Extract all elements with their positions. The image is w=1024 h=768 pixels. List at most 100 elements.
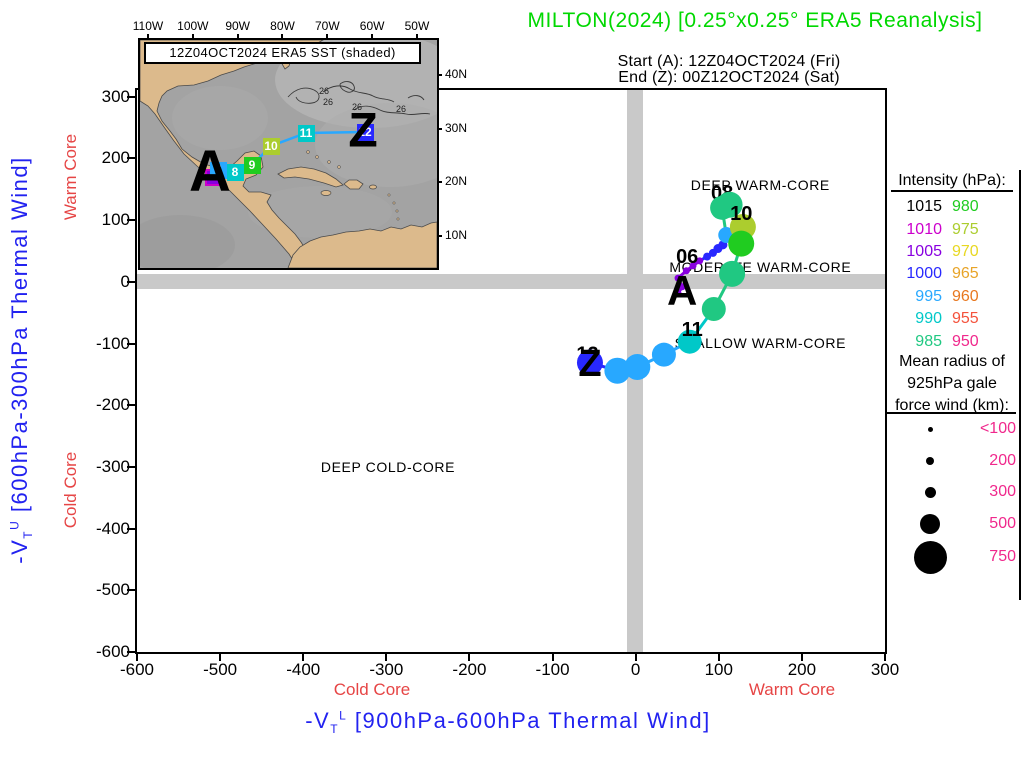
- track-point: [674, 290, 682, 298]
- radius-legend-circle: [926, 457, 934, 465]
- legend-right-border: [1019, 170, 1021, 600]
- legend-intensity-title: Intensity (hPa):: [898, 172, 1006, 189]
- inset-lon-tick: [147, 34, 149, 39]
- y-tick-label: -500: [95, 580, 130, 600]
- track-point: [696, 257, 704, 265]
- x-tick-label: -500: [203, 660, 238, 679]
- inset-lat-tick: [437, 181, 442, 184]
- inset-lon-label: 50W: [404, 19, 430, 33]
- x-tick-mark: [136, 652, 138, 661]
- legend-radius-underline: [886, 412, 1016, 414]
- inset-lat-label: 20N: [445, 174, 468, 189]
- y-tick-label: -200: [95, 395, 130, 415]
- intensity-row: 1005 970: [886, 241, 1020, 263]
- storm-track-plot: 0812061011AZ: [576, 183, 756, 385]
- x-tick-mark: [551, 652, 554, 661]
- radius-legend-circle: [920, 514, 940, 534]
- end-marker-z: Z: [578, 343, 601, 385]
- x-tick-mark: [800, 652, 803, 661]
- land-cuba: [277, 166, 344, 188]
- intensity-value-left: 1010: [906, 220, 942, 238]
- track-point: [576, 349, 603, 376]
- y-axis-title-sup: U: [7, 519, 22, 530]
- intensity-row: 1010 975: [886, 218, 1020, 240]
- inset-square: 9: [243, 156, 261, 174]
- inset-lon-tick: [281, 34, 284, 39]
- y-axis-title-sub: T: [21, 529, 36, 539]
- start-marker-a: A: [667, 267, 697, 314]
- track-point: [701, 297, 726, 322]
- inset-square: 12: [356, 123, 374, 141]
- y-tick-label: 100: [101, 210, 130, 230]
- sst-contour-label: 26: [395, 104, 407, 114]
- intensity-row: 1015 980: [886, 196, 1020, 218]
- inset-square: 8: [226, 163, 244, 181]
- track-point: [677, 329, 702, 354]
- track-point: [719, 260, 746, 287]
- x-axis-cold-core-label: Cold Core: [333, 680, 411, 699]
- x-tick-mark: [302, 652, 305, 661]
- x-axis-warm-core-label: Warm Core: [748, 680, 836, 699]
- land-lesser-antilles: [387, 193, 400, 221]
- y-tick-label: 200: [101, 148, 130, 168]
- inset-lat-tick: [437, 235, 442, 238]
- intensity-row: 990 955: [886, 308, 1020, 330]
- intensity-value-left: 995: [915, 287, 942, 305]
- land-hispaniola: [343, 179, 364, 190]
- x-tick-label: -100: [535, 660, 570, 679]
- intensity-value-right: 980: [952, 198, 979, 216]
- track-point: [682, 267, 690, 275]
- zero-y-band: [137, 274, 885, 289]
- inset-lon-label: 60W: [359, 19, 385, 33]
- land-south-america: [287, 221, 437, 268]
- y-tick-label: 300: [101, 86, 130, 106]
- x-tick-mark: [468, 652, 471, 661]
- intensity-row: 1000 965: [886, 263, 1020, 285]
- inset-square: 11: [297, 124, 315, 142]
- inset-lat-tick: [437, 127, 442, 130]
- intensity-value-right: 955: [952, 310, 979, 328]
- land-puerto-rico: [369, 184, 377, 190]
- x-tick-mark: [717, 652, 720, 661]
- inset-lon-label: 80W: [270, 19, 295, 33]
- radius-legend-label: 750: [989, 548, 1016, 565]
- x-tick-label: -200: [452, 660, 487, 679]
- x-tick-label: -600: [119, 660, 155, 679]
- x-tick-label: 300: [870, 660, 900, 679]
- quadrant-label: DEEP WARM-CORE: [690, 177, 830, 193]
- y-tick-mark: [127, 342, 137, 345]
- radius-legend-circle: [927, 426, 933, 432]
- track-point: [678, 283, 686, 291]
- figure-title: MILTON(2024) [0.25°x0.25° ERA5 Reanalysi…: [527, 9, 983, 32]
- x-tick-label: 100: [704, 660, 733, 679]
- y-tick-label: -300: [95, 456, 130, 476]
- y-tick-mark: [127, 651, 137, 653]
- sst-contour-label: 26: [318, 86, 330, 96]
- radius-legend-label: <100: [979, 420, 1016, 437]
- y-tick-mark: [127, 404, 137, 407]
- track-point: [716, 191, 743, 218]
- y-tick-label: 0: [120, 271, 130, 291]
- track-point: [689, 262, 697, 270]
- x-tick-mark: [884, 652, 886, 661]
- y-tick-mark: [127, 280, 137, 283]
- sst-contour-label: 26: [322, 97, 334, 107]
- intensity-value-right: 950: [952, 332, 979, 350]
- intensity-value-right: 960: [952, 287, 979, 305]
- inset-map: 12Z04OCT2024 ERA5 SST (shaded) 110W 100W 9…: [133, 19, 467, 270]
- y-axis-title: -VTU [600hPa-300hPa Thermal Wind]: [7, 156, 35, 564]
- intensity-row: 995 960: [886, 286, 1020, 308]
- intensity-value-right: 965: [952, 265, 979, 283]
- x-axis-title-pre: -V: [305, 707, 331, 733]
- sst-contour-label: 26: [351, 102, 363, 112]
- radius-legend-circle: [913, 540, 947, 574]
- intensity-row: 985 950: [886, 330, 1020, 352]
- track-point: [651, 342, 676, 367]
- intensity-value-left: 1005: [906, 242, 942, 260]
- quadrant-label: DEEP COLD-CORE: [320, 458, 456, 475]
- y-axis-title-pre: -V: [6, 538, 32, 564]
- time-label: 06: [676, 246, 698, 268]
- x-tick-label: -300: [369, 660, 404, 679]
- inset-marker-a: A: [189, 138, 231, 204]
